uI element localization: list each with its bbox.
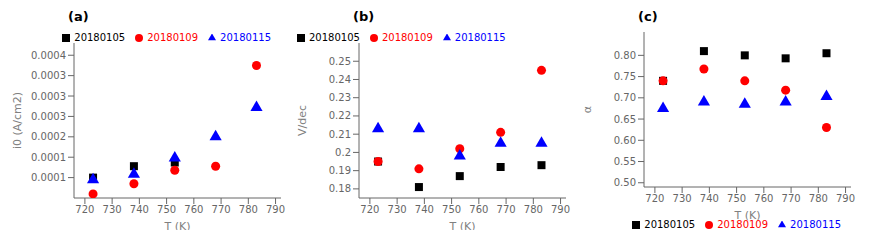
svg-text:740: 740 — [700, 193, 719, 204]
svg-text:730: 730 — [673, 193, 692, 204]
svg-text:0.75: 0.75 — [614, 71, 636, 82]
svg-text:0.0001: 0.0001 — [31, 152, 66, 163]
svg-text:0.0004: 0.0004 — [31, 50, 66, 61]
svg-text:0.80: 0.80 — [614, 50, 636, 61]
svg-text:770: 770 — [782, 193, 801, 204]
html-text:(b): (b) — [353, 9, 375, 24]
svg-text:750: 750 — [157, 204, 176, 215]
svg-text:α: α — [581, 106, 594, 113]
svg-text:0.0002: 0.0002 — [31, 131, 66, 142]
svg-text:0.65: 0.65 — [614, 114, 636, 125]
svg-text:750: 750 — [442, 204, 461, 215]
svg-text:760: 760 — [184, 204, 203, 215]
svg-text:i0 (A/cm2): i0 (A/cm2) — [11, 92, 24, 149]
svg-text:780: 780 — [524, 204, 543, 215]
svg-text:0.0003: 0.0003 — [31, 111, 66, 122]
html-text:20180115: 20180115 — [790, 219, 841, 230]
svg-text:V/dec: V/dec — [296, 105, 309, 136]
svg-text:730: 730 — [388, 204, 407, 215]
svg-text:760: 760 — [754, 193, 773, 204]
svg-text:0.0003: 0.0003 — [31, 91, 66, 102]
svg-text:790: 790 — [266, 204, 285, 215]
svg-text:0.18: 0.18 — [329, 183, 351, 194]
html-text:20180105: 20180105 — [309, 32, 360, 43]
html-text:20180115: 20180115 — [454, 32, 506, 43]
svg-text:0.19: 0.19 — [329, 165, 351, 176]
svg-text:780: 780 — [809, 193, 828, 204]
svg-text:770: 770 — [212, 204, 231, 215]
svg-text:780: 780 — [239, 204, 258, 215]
svg-text:0.24: 0.24 — [329, 74, 351, 85]
html-text:20180109: 20180109 — [147, 32, 199, 43]
svg-text:740: 740 — [415, 204, 434, 215]
svg-text:0.22: 0.22 — [329, 110, 351, 121]
html-text:20180109: 20180109 — [381, 32, 433, 43]
svg-text:0.70: 0.70 — [614, 92, 636, 103]
html-text:20180105: 20180105 — [644, 219, 696, 230]
svg-text:770: 770 — [497, 204, 516, 215]
svg-text:0.23: 0.23 — [329, 92, 351, 103]
svg-text:0.0003: 0.0003 — [31, 70, 66, 81]
svg-text:760: 760 — [469, 204, 488, 215]
svg-text:0.55: 0.55 — [614, 156, 636, 167]
svg-text:790: 790 — [836, 193, 855, 204]
html-text:(a): (a) — [68, 9, 89, 24]
html-text:20180109: 20180109 — [717, 219, 769, 230]
svg-text:T (K): T (K) — [733, 209, 760, 222]
html-text:(c): (c) — [638, 9, 658, 24]
svg-text:0.21: 0.21 — [329, 129, 351, 140]
svg-text:0.25: 0.25 — [329, 56, 351, 67]
svg-text:750: 750 — [727, 193, 746, 204]
svg-text:0.2: 0.2 — [335, 147, 351, 158]
svg-text:T (K): T (K) — [448, 220, 475, 230]
svg-text:0.60: 0.60 — [614, 135, 636, 146]
html-text:20180115: 20180115 — [220, 32, 271, 43]
svg-text:0.50: 0.50 — [614, 177, 636, 188]
svg-text:720: 720 — [75, 204, 94, 215]
svg-text:730: 730 — [103, 204, 122, 215]
svg-text:720: 720 — [360, 204, 379, 215]
svg-text:740: 740 — [130, 204, 149, 215]
html-text:20180105: 20180105 — [74, 32, 126, 43]
svg-text:T (K): T (K) — [163, 220, 190, 230]
svg-text:720: 720 — [645, 193, 664, 204]
svg-text:790: 790 — [551, 204, 570, 215]
svg-text:0.0001: 0.0001 — [31, 172, 66, 183]
